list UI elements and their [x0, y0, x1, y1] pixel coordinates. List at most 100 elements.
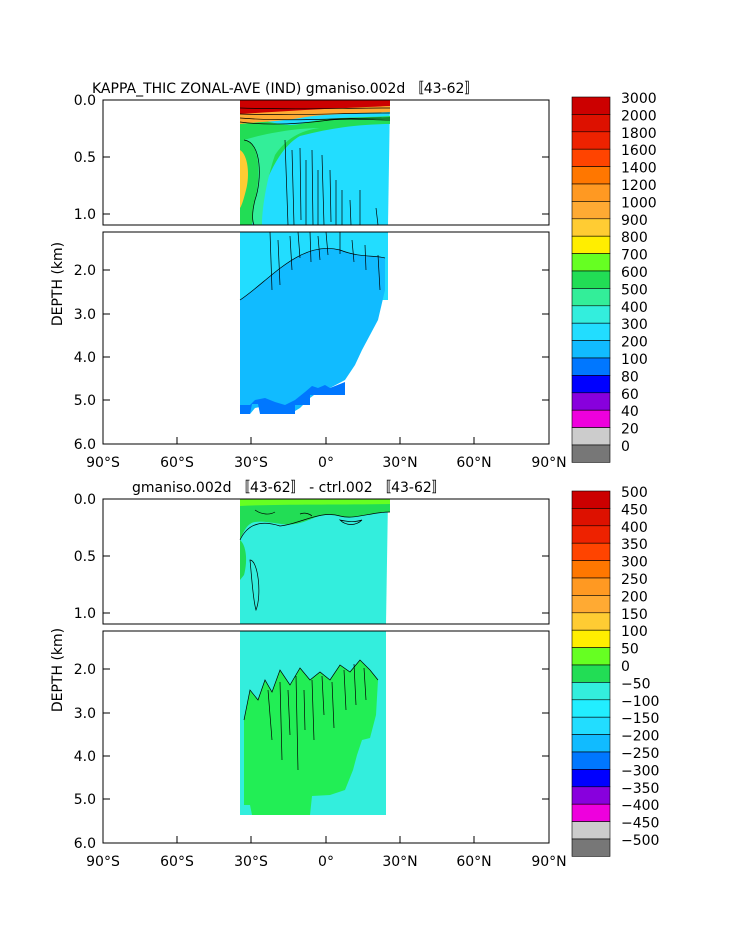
colorbar-1-swatch	[571, 270, 611, 289]
colorbar-1-label: 3000	[621, 91, 657, 107]
colorbar-2-swatch	[571, 612, 611, 631]
colorbar-2-label: 300	[621, 555, 648, 571]
colorbar-2-label: 250	[621, 572, 648, 588]
chart-1-ylabel: DEPTH (km)	[50, 242, 66, 326]
chart-1-xtick-60N: 60°N	[456, 455, 491, 471]
colorbar-2-swatch	[571, 542, 611, 561]
colorbar-2-label: 350	[621, 537, 648, 553]
chart-1-lower-plot	[239, 231, 388, 414]
chart-2-upper-fill-green	[240, 499, 390, 540]
chart-2-y-ticks	[103, 498, 549, 800]
colorbar-2-swatch	[571, 734, 611, 753]
chart-2-upper-frame	[102, 498, 550, 625]
colorbar-1-swatch	[571, 409, 611, 428]
chart-1-lower-fill-dark-blue	[240, 382, 345, 414]
colorbar-2-swatch	[571, 664, 611, 683]
colorbar-1-swatch	[571, 375, 611, 394]
chart-1-upper-fill-yellow	[240, 150, 248, 208]
chart-1-upper-contours	[239, 107, 391, 226]
colorbar-1-label: 1400	[621, 161, 657, 177]
colorbar-2-label: 0	[621, 659, 630, 675]
colorbar-1-label: 100	[621, 352, 648, 368]
colorbar-1-label: 800	[621, 230, 648, 246]
chart-2-lower-contours	[243, 659, 379, 771]
chart-1-ytick-5.0: 5.0	[74, 393, 96, 409]
colorbar-1-swatch	[571, 201, 611, 220]
chart-1-ytick-1.0: 1.0	[74, 207, 96, 223]
chart-2-x-ticks	[102, 836, 550, 843]
colorbar-2-swatch	[571, 508, 611, 527]
colorbar-1-swatch	[571, 183, 611, 202]
colorbar-2-label: −300	[621, 763, 659, 779]
chart-2-ytick-3.0: 3.0	[74, 706, 96, 722]
colorbar-1-label: 1800	[621, 126, 657, 142]
chart-1-ytick-0.5: 0.5	[74, 150, 96, 166]
colorbar-2-label: −250	[621, 746, 659, 762]
chart-1-upper-fill-aqua	[244, 128, 320, 225]
colorbar-1-swatch	[571, 131, 611, 150]
colorbar-1-label: 700	[621, 248, 648, 264]
colorbar-2-swatch	[571, 560, 611, 579]
colorbar-1-label: 200	[621, 335, 648, 351]
colorbar-2-label: 100	[621, 624, 648, 640]
chart-2-lower-fill-green	[244, 660, 378, 815]
colorbar-1-swatch	[571, 288, 611, 307]
colorbar-2-swatch	[571, 821, 611, 840]
chart-2-upper-fill-aqua	[240, 499, 388, 624]
chart-1-upper-plot	[239, 100, 391, 226]
chart-2-xtick-90S: 90°S	[86, 854, 120, 870]
colorbar-2-swatch	[571, 577, 611, 596]
chart-2-xtick-30N: 30°N	[382, 854, 417, 870]
colorbar-1-label: 0	[621, 439, 630, 455]
chart-2-upper-contours	[239, 509, 391, 612]
colorbar-1-swatch	[571, 444, 611, 463]
chart-1-upper-frame	[102, 99, 550, 226]
colorbar-1-label: 2000	[621, 108, 657, 124]
colorbar-2-label: 400	[621, 520, 648, 536]
colorbar-1-swatch	[571, 235, 611, 254]
colorbar-2-swatch	[571, 716, 611, 735]
colorbar-2-swatch	[571, 769, 611, 788]
colorbar-2-label: −50	[621, 676, 651, 692]
colorbar-2-label: −500	[621, 833, 659, 849]
colorbar-2-swatch	[571, 838, 611, 857]
colorbar-2-swatch	[571, 525, 611, 544]
colorbar-2-swatch	[571, 629, 611, 648]
chart-1-xtick-90S: 90°S	[86, 455, 120, 471]
colorbar-1-swatch	[571, 427, 611, 446]
colorbar-1-swatch	[571, 96, 611, 115]
colorbar-1-label: 400	[621, 300, 648, 316]
chart-2-xtick-60S: 60°S	[160, 854, 194, 870]
chart-1-xtick-60S: 60°S	[160, 455, 194, 471]
chart-2-upper-fill-bright-green	[240, 499, 390, 506]
colorbar-2-label: 150	[621, 607, 648, 623]
colorbar-2-swatch	[571, 682, 611, 701]
colorbar-2-swatch	[571, 786, 611, 805]
colorbar-1-swatch	[571, 114, 611, 133]
colorbar-1-label: 300	[621, 317, 648, 333]
chart-1-title: KAPPA_THIC ZONAL-AVE (IND) gmaniso.002d …	[92, 81, 478, 97]
colorbar-1-swatch	[571, 322, 611, 341]
colorbar-2-label: −400	[621, 798, 659, 814]
chart-2-ytick-0.0: 0.0	[74, 492, 96, 508]
chart-1-upper-fill-red	[240, 100, 390, 114]
chart-2-ytick-5.0: 5.0	[74, 792, 96, 808]
colorbar-2-label: −200	[621, 729, 659, 745]
colorbar-1-swatch	[571, 166, 611, 185]
chart-1-lower-fill-blue	[240, 248, 385, 414]
colorbar-1-swatch	[571, 218, 611, 237]
chart-1-y-ticks	[103, 99, 549, 401]
colorbar-1-label: 1000	[621, 195, 657, 211]
colorbar-2-label: 200	[621, 589, 648, 605]
chart-2-title: gmaniso.002d 〚43-62〛 - ctrl.002 〚43-62〛	[132, 480, 446, 496]
chart-1-xtick-90N: 90°N	[531, 455, 566, 471]
colorbar-2-swatch	[571, 803, 611, 822]
chart-1-lower-contours	[239, 231, 386, 301]
colorbar-1-label: 80	[621, 369, 639, 385]
chart-2-upper-fill-side-green	[240, 540, 247, 580]
colorbar-2-label: 450	[621, 502, 648, 518]
chart-1-ytick-4.0: 4.0	[74, 350, 96, 366]
colorbar-1-swatch	[571, 253, 611, 272]
colorbar-1-label: 900	[621, 213, 648, 229]
